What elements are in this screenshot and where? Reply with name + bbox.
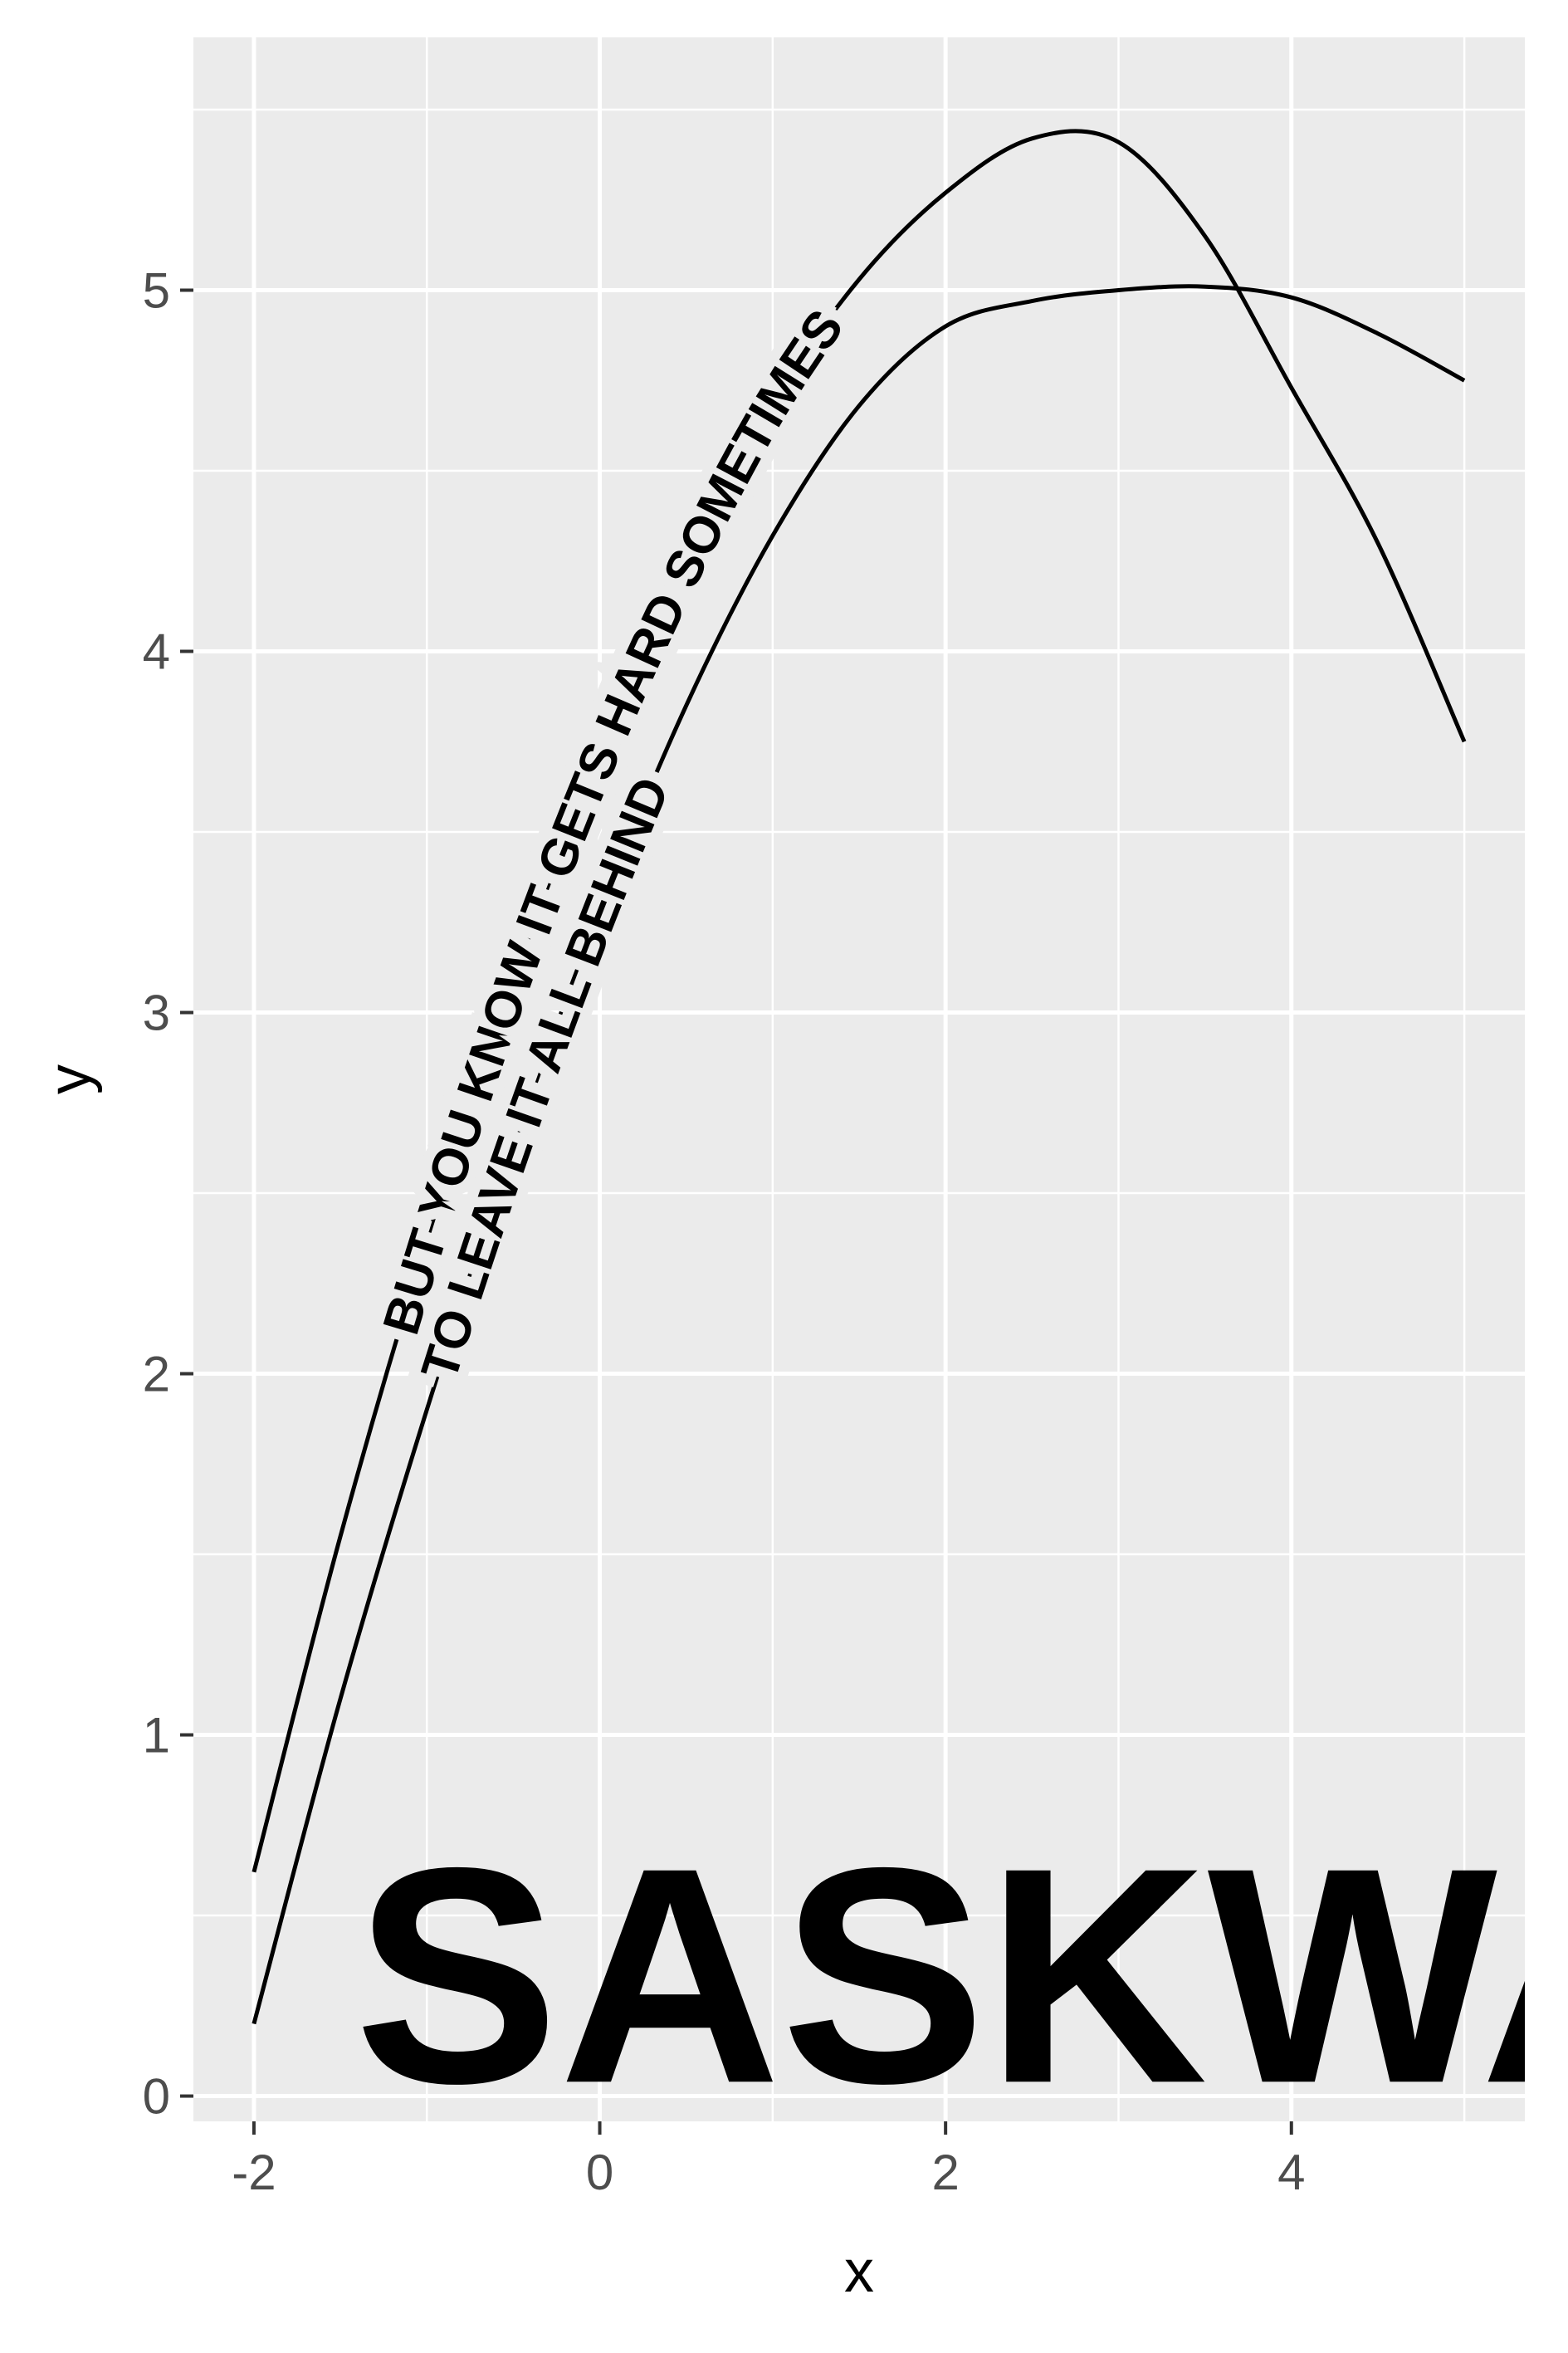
series-line <box>252 284 1466 2025</box>
axes: -2 0 2 4 0 1 2 3 4 5 <box>143 263 1306 2200</box>
y-tick-label: 1 <box>143 1708 170 1764</box>
y-tick-label: 3 <box>143 986 170 1041</box>
gridlines <box>193 37 1525 2121</box>
x-axis-title: x <box>844 2238 874 2305</box>
series-line <box>252 129 1467 1873</box>
x-tick-label: 0 <box>586 2145 613 2200</box>
y-tick-label: 4 <box>143 624 170 680</box>
x-tick-label: 4 <box>1277 2145 1305 2200</box>
x-tick-label: -2 <box>232 2145 276 2200</box>
plot-panel <box>193 37 1525 2121</box>
y-axis-title: y <box>37 1064 103 1094</box>
y-tick-label: 5 <box>143 263 170 319</box>
x-tick-label: 2 <box>931 2145 959 2200</box>
annotation-text: SASKWATCH <box>354 1804 1568 2147</box>
y-tick-label: 2 <box>143 1347 170 1402</box>
y-tick-label: 0 <box>143 2069 170 2125</box>
